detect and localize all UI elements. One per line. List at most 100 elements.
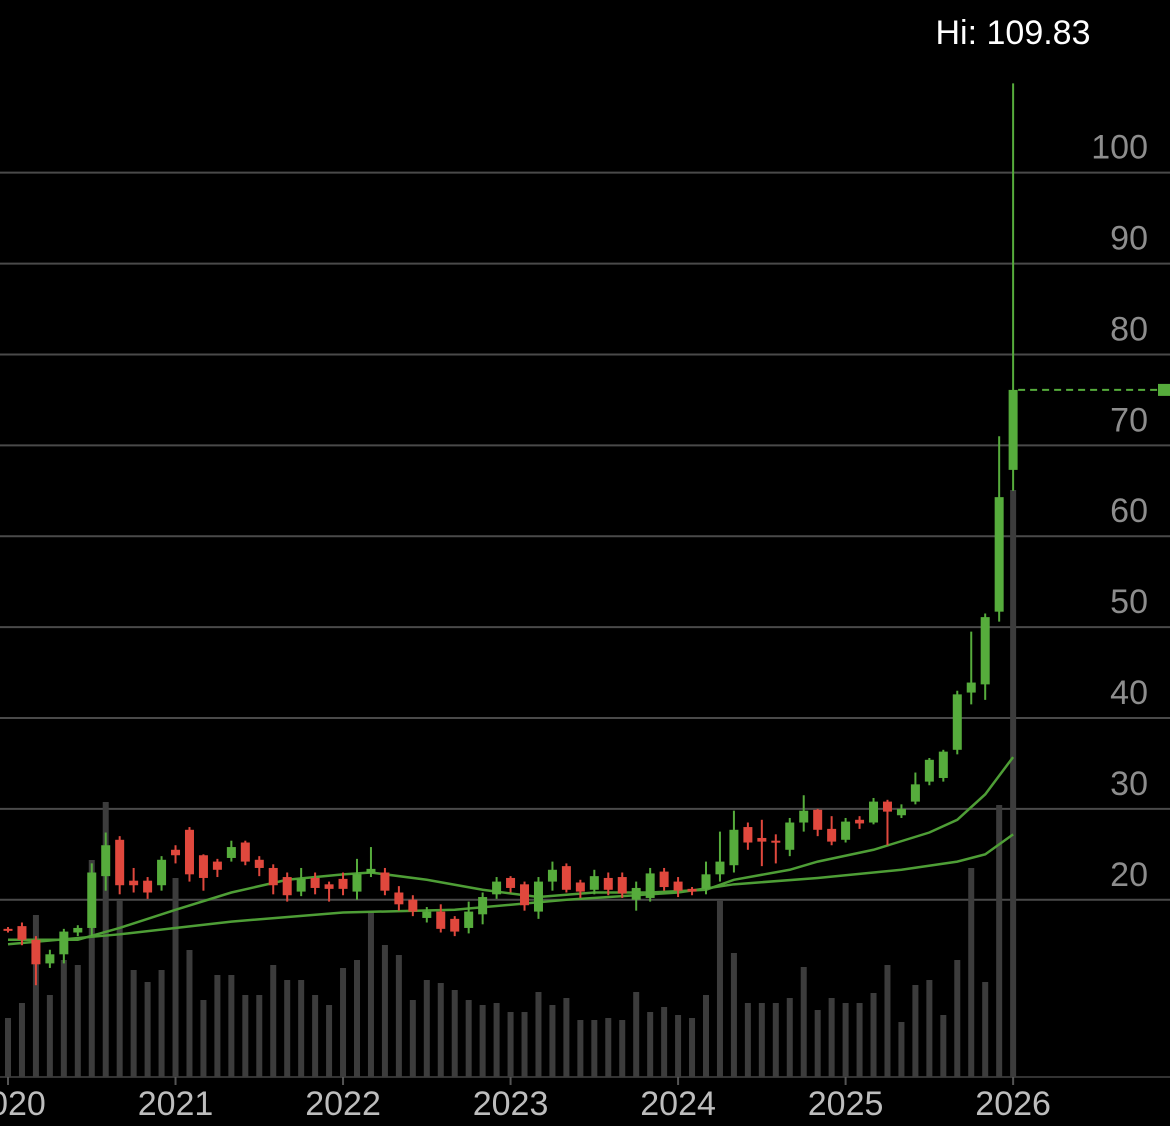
candle-body [799,810,809,823]
candle-body [617,877,627,894]
candle-body [31,939,41,965]
candle-body [575,882,585,892]
volume-bar [18,1003,25,1077]
volume-bar [730,953,737,1077]
y-tick-label: 100 [1091,129,1148,167]
candle-body [659,871,669,888]
candle-body [827,828,837,842]
volume-bar [870,993,877,1077]
x-tick-label: 2021 [138,1085,214,1123]
volume-bar [423,980,430,1077]
last-price-marker [1158,383,1170,396]
volume-bar [898,1022,905,1077]
volume-bar [284,980,291,1077]
volume-bar [186,950,193,1077]
candle-body [380,872,390,891]
volume-bar [312,995,319,1077]
candle-body [701,874,711,889]
candle-body [882,801,892,812]
candle-body [896,808,906,816]
volume-bar [395,955,402,1077]
candle-body [3,928,13,931]
volume-bar [605,1018,612,1077]
candle-body [59,931,69,955]
candle-body [45,954,55,964]
candle-body [980,617,990,685]
volume-bar [437,983,444,1077]
x-tick-label: 2026 [975,1085,1051,1123]
candle-body [352,874,362,892]
candle-body [464,911,474,928]
candle-body [687,888,697,892]
volume-bar [214,975,221,1077]
volume-bar [912,985,919,1077]
candle-body [603,877,613,890]
candle-body [366,868,376,874]
grid [0,171,1170,1085]
candle-body [492,881,502,895]
candle-body [17,926,27,940]
volume-bar [744,1003,751,1077]
volume-bar [982,982,989,1077]
volume-bar [5,1018,11,1077]
volume-bar [521,1012,528,1077]
y-tick-label: 40 [1110,674,1148,712]
volume-bar [381,945,388,1077]
volume-bar [270,965,277,1077]
candle-body [324,884,334,889]
candle-body [966,682,976,693]
candle-body [645,873,655,898]
y-tick-label: 30 [1110,765,1148,803]
volume-bar [828,998,835,1077]
candle-body [310,877,320,888]
candle-body [450,918,460,932]
candle-body [338,878,348,889]
volume-bar [926,980,933,1077]
candle-body [855,819,865,824]
candle-body [869,801,879,823]
y-tick-label: 20 [1110,856,1148,894]
candle-body [422,911,432,918]
y-tick-label: 80 [1110,310,1148,348]
volume-bar [814,1010,821,1077]
volume-bar [716,900,723,1077]
moving-averages [7,756,1015,946]
volume-bar [591,1020,598,1077]
candle-body [184,829,194,875]
volume-bar [800,967,807,1077]
candle-body [729,829,739,866]
candle-body [394,892,404,905]
volume-bar [856,1003,863,1077]
volume-bar [116,900,123,1077]
x-tick-label: 2024 [640,1085,716,1123]
candle-body [631,887,641,900]
volume-bar [661,1007,668,1077]
candle-body [282,877,292,896]
candles [3,83,1170,986]
volume-bar [46,995,53,1077]
candle-body [757,837,767,842]
volume-bar [130,970,137,1077]
volume-bar [465,1000,472,1077]
candle-body [743,827,753,843]
volume [5,490,1017,1077]
volume-bar [996,805,1003,1077]
candle-body [813,809,823,830]
x-tick-label: 2023 [473,1085,549,1123]
volume-bar [954,960,961,1077]
volume-bar [675,1015,682,1077]
candle-body [73,927,83,933]
volume-bar [340,968,347,1077]
candle-body [436,911,446,929]
candle-body [547,869,557,882]
candle-body [101,845,111,877]
candle-body [785,822,795,850]
candle-body [157,859,167,886]
y-tick-label: 50 [1110,583,1148,621]
volume-bar [409,1000,416,1077]
candle-body [561,866,571,890]
volume-bar [493,1003,500,1077]
